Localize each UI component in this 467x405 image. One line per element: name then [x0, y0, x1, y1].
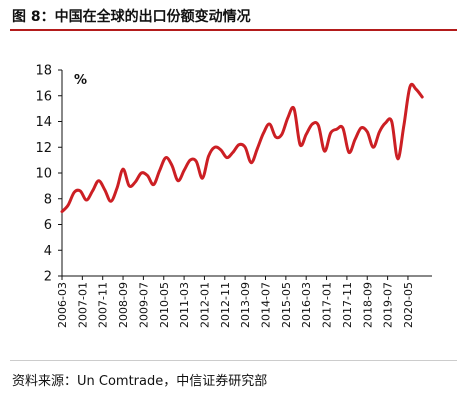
- x-tick-label: 2013-09: [239, 282, 252, 328]
- title-divider: [10, 29, 457, 31]
- x-tick-labels: 2006-03 2007-01 2007-11 2008-09 2009-07 2010-…: [56, 276, 415, 328]
- x-tick-label: 2006-03: [56, 282, 69, 328]
- x-tick-label: 2008-09: [117, 282, 130, 328]
- x-tick-label: 2015-05: [280, 282, 293, 328]
- y-tick-label: 10: [35, 167, 52, 182]
- y-tick-label: 12: [35, 141, 52, 156]
- x-tick-label: 2011-03: [178, 282, 191, 328]
- x-tick-label: 2007-01: [76, 282, 89, 328]
- y-tick-label: 4: [44, 244, 52, 259]
- footer-divider: [10, 360, 457, 361]
- series-line: [60, 82, 424, 214]
- x-tick-label: 2009-07: [137, 282, 150, 328]
- x-tick-label: 2017-11: [341, 282, 354, 328]
- y-tick-label: 6: [44, 218, 52, 233]
- x-tick-label: 2019-07: [382, 282, 395, 328]
- series-group: [60, 82, 424, 214]
- x-tick-label: 2018-09: [361, 282, 374, 328]
- y-tick-label: 14: [35, 115, 52, 130]
- chart-title: 图 8：中国在全球的出口份额变动情况: [12, 9, 251, 25]
- x-tick-label: 2007-11: [97, 282, 110, 328]
- y-unit-label: %: [74, 73, 87, 88]
- x-tick-label: 2016-03: [300, 282, 313, 328]
- x-tick-label: 2014-07: [260, 282, 273, 328]
- x-tick-label: 2010-05: [158, 282, 171, 328]
- y-tick-labels: 2 4 6 8 10 12 14 16 18: [35, 64, 62, 285]
- x-tick-label: 2012-01: [198, 282, 211, 328]
- y-tick-label: 16: [35, 89, 52, 104]
- x-tick-label: 2012-11: [219, 282, 232, 328]
- x-tick-label: 2017-01: [321, 282, 334, 328]
- source-note: 资料来源：Un Comtrade，中信证券研究部: [12, 374, 268, 389]
- x-tick-label: 2020-05: [402, 282, 415, 328]
- y-tick-label: 8: [44, 192, 52, 207]
- y-tick-label: 18: [35, 64, 52, 79]
- y-tick-label: 2: [44, 270, 52, 285]
- chart-axes: [61, 70, 432, 277]
